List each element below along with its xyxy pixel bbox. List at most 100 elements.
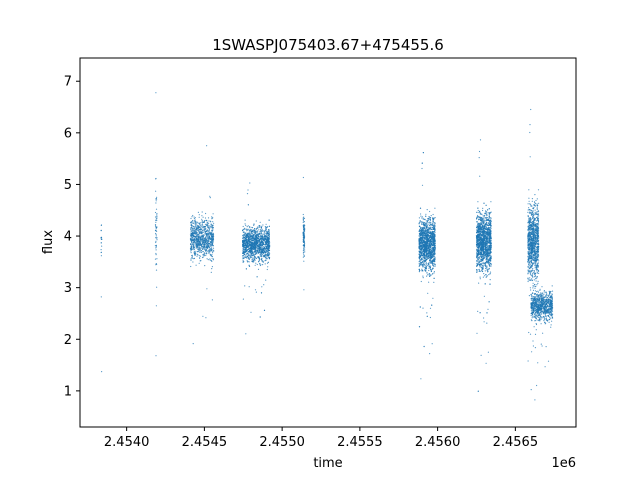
data-point — [261, 229, 263, 231]
data-point — [429, 251, 431, 254]
data-point — [264, 237, 266, 239]
data-point — [211, 249, 213, 251]
data-point — [262, 261, 264, 263]
data-point — [196, 223, 198, 225]
data-point — [193, 249, 195, 251]
data-point — [205, 254, 207, 256]
data-point — [155, 355, 157, 357]
data-point — [193, 253, 196, 255]
data-point — [249, 252, 251, 254]
data-point — [198, 214, 200, 216]
data-point — [207, 223, 209, 225]
data-point — [426, 255, 428, 257]
data-point — [154, 224, 157, 226]
data-point — [419, 240, 421, 242]
data-point — [254, 253, 256, 255]
data-point — [204, 255, 206, 257]
data-point — [429, 265, 432, 267]
data-point — [246, 193, 249, 195]
data-point — [434, 252, 436, 254]
data-point — [201, 225, 203, 228]
data-point — [205, 225, 207, 227]
data-point — [429, 307, 432, 309]
data-point — [431, 304, 433, 306]
data-point — [194, 251, 196, 254]
data-point — [262, 224, 264, 226]
data-point — [199, 255, 202, 257]
data-point — [249, 234, 251, 237]
data-point — [198, 216, 200, 218]
data-point — [429, 267, 431, 269]
data-point — [303, 227, 305, 229]
data-point — [430, 254, 432, 256]
data-point — [258, 244, 260, 246]
data-point — [431, 248, 433, 250]
data-point — [207, 237, 209, 239]
data-point — [250, 242, 253, 244]
data-point — [420, 245, 422, 247]
data-point — [302, 240, 304, 242]
data-point — [248, 264, 250, 266]
data-point — [259, 249, 261, 251]
data-point — [430, 268, 432, 271]
data-point — [427, 250, 429, 252]
data-point — [244, 244, 246, 246]
data-point — [100, 296, 102, 298]
data-point — [422, 265, 424, 267]
data-point — [256, 249, 259, 251]
data-point — [254, 258, 256, 260]
data-point — [426, 263, 428, 265]
data-point — [202, 243, 204, 246]
data-point — [191, 219, 194, 222]
data-point — [256, 263, 258, 266]
data-point — [484, 270, 486, 272]
data-point — [423, 236, 426, 238]
data-point — [189, 238, 192, 240]
data-point — [257, 230, 259, 232]
data-point — [204, 238, 206, 241]
data-point — [260, 255, 262, 257]
data-point — [244, 233, 246, 235]
data-point — [205, 240, 207, 242]
data-point — [419, 270, 421, 272]
data-point — [427, 235, 429, 237]
data-point — [249, 182, 251, 184]
data-point — [193, 233, 195, 235]
data-point — [425, 234, 427, 236]
data-point — [255, 220, 257, 222]
data-point — [253, 254, 255, 256]
data-point — [242, 225, 244, 228]
data-point — [486, 322, 488, 324]
data-point — [432, 228, 434, 230]
data-point — [155, 200, 157, 202]
data-point — [197, 228, 199, 230]
data-point — [211, 255, 213, 257]
data-point — [303, 238, 305, 240]
data-point — [209, 243, 211, 245]
data-point — [424, 218, 426, 221]
data-point — [192, 248, 194, 251]
data-point — [418, 326, 421, 328]
data-point — [210, 271, 212, 273]
data-point — [204, 265, 206, 267]
data-point — [190, 252, 192, 254]
chart-title: 1SWASPJ075403.67+475455.6 — [212, 36, 444, 54]
data-point — [255, 234, 257, 237]
data-point — [248, 286, 250, 288]
data-point — [426, 312, 428, 314]
data-point — [420, 280, 422, 283]
data-point — [246, 247, 248, 249]
data-point — [211, 251, 213, 253]
data-point — [249, 251, 251, 253]
data-point — [429, 231, 431, 233]
data-point — [429, 257, 431, 259]
data-point — [419, 247, 421, 249]
data-point — [156, 237, 158, 239]
data-point — [197, 233, 199, 235]
data-point — [428, 217, 430, 220]
data-point — [261, 241, 263, 243]
data-point — [210, 233, 212, 235]
data-point — [253, 241, 255, 243]
data-point — [426, 231, 428, 233]
data-point — [263, 255, 266, 257]
